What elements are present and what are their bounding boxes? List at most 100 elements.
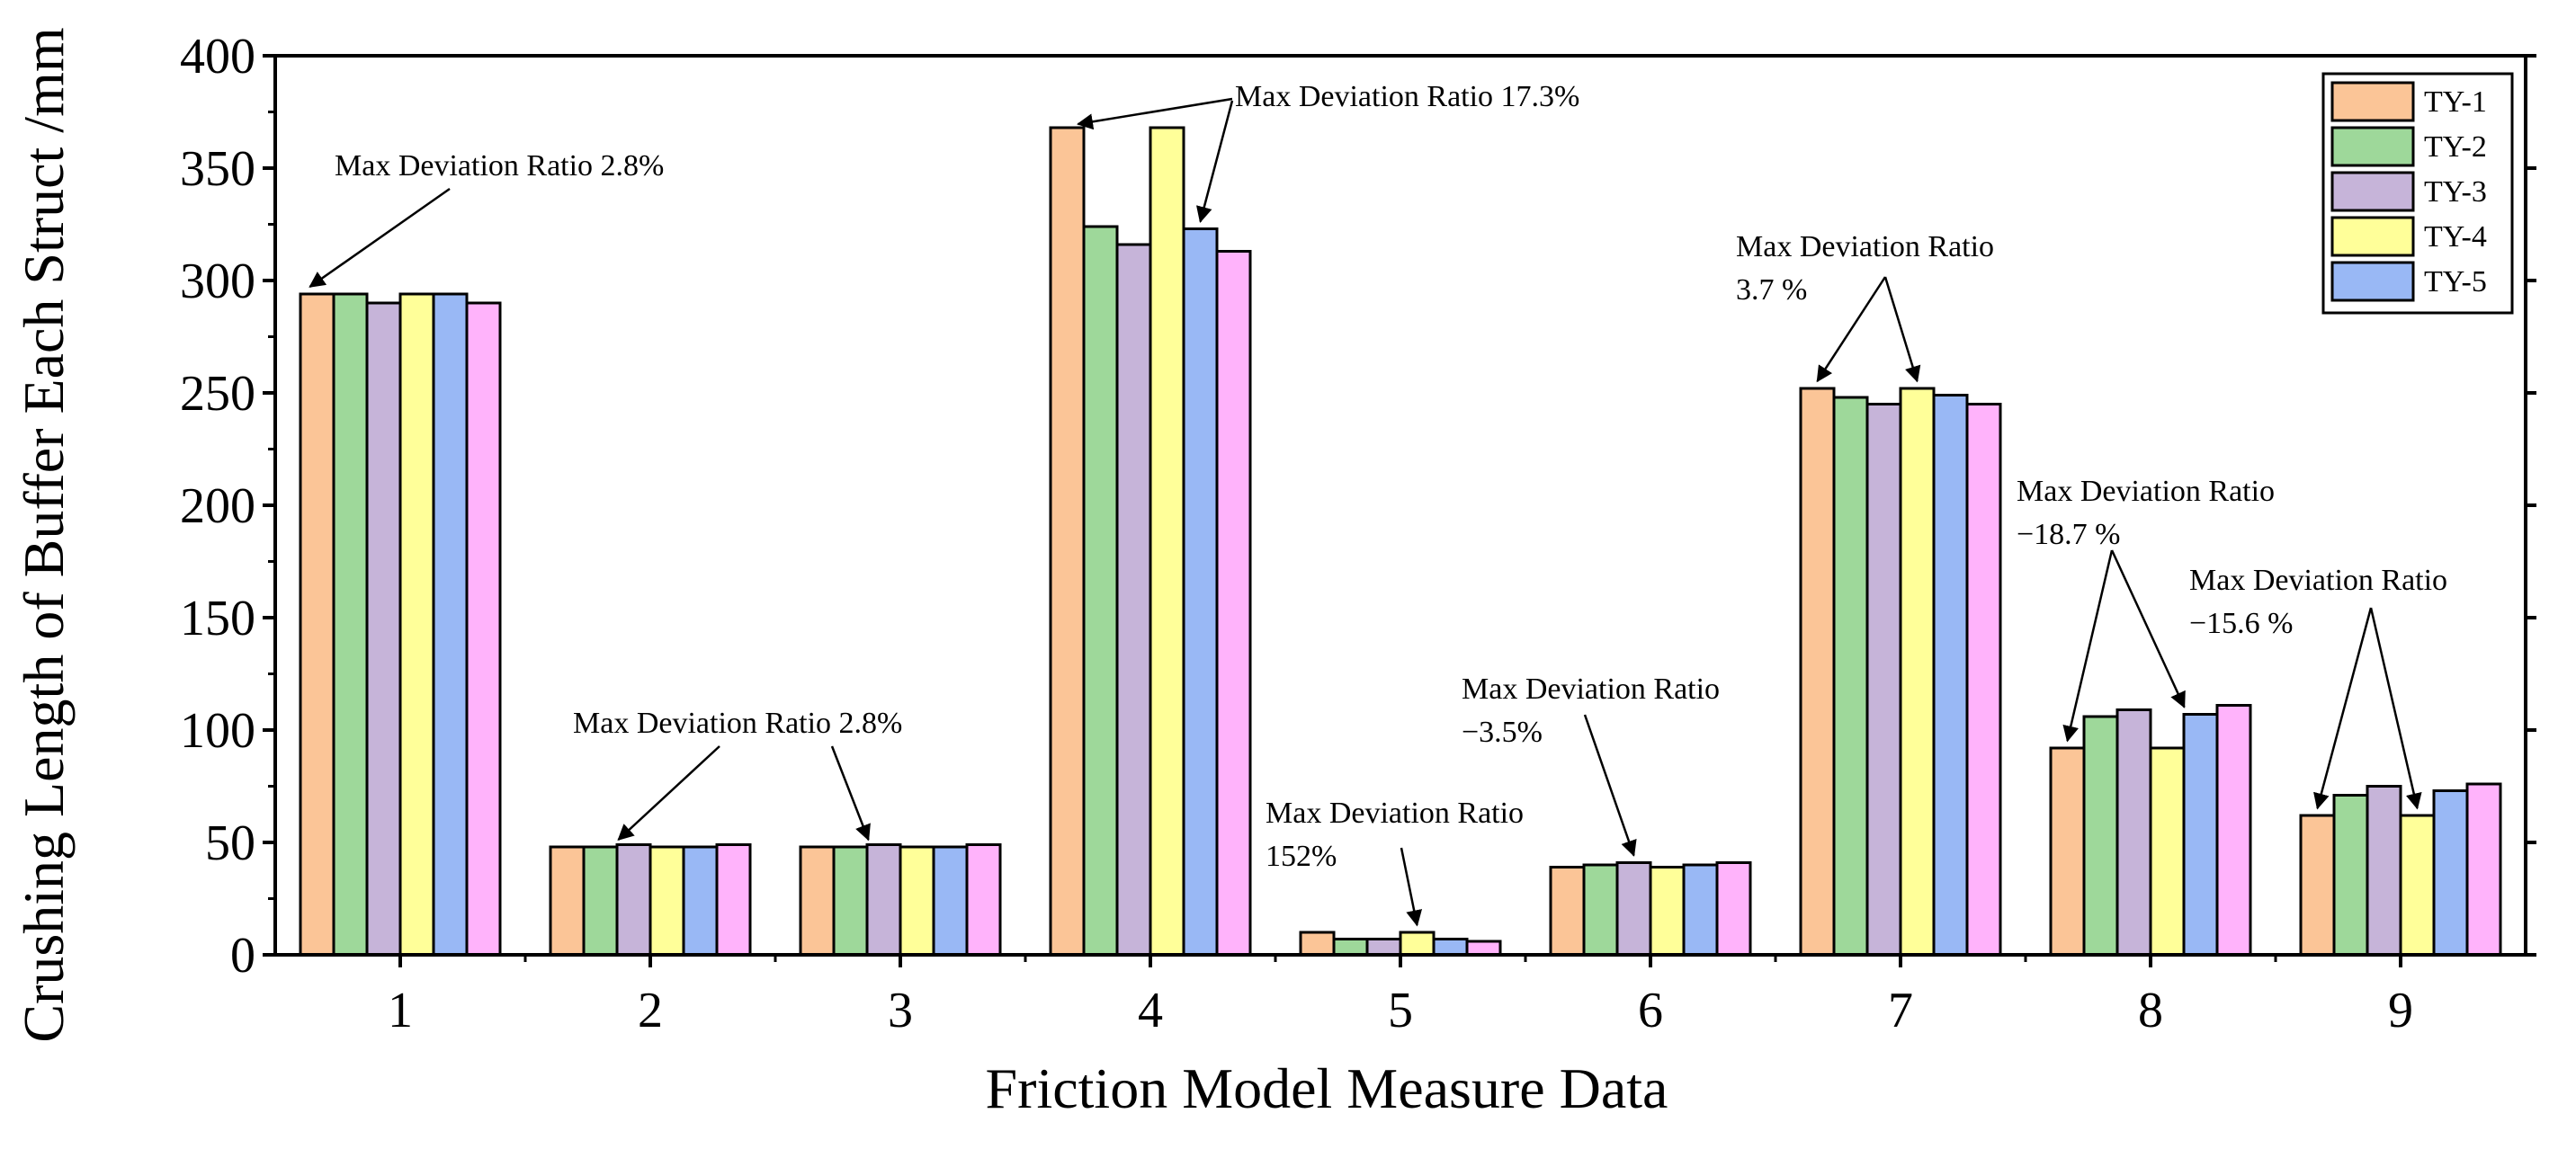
bar-series-5-cat-6 [1682, 863, 1719, 957]
annotation-text: Max Deviation Ratio [2189, 564, 2447, 597]
annotation-arrow [1196, 100, 1234, 223]
x-axis-title: Friction Model Measure Data [986, 1056, 1668, 1120]
y-tick-label: 300 [180, 254, 255, 309]
bar-series-6-cat-3 [965, 843, 1002, 957]
annotation-arrow [2369, 607, 2422, 810]
bar-series-4-cat-9 [2399, 814, 2436, 957]
bars [299, 126, 2502, 957]
bar-series-5-cat-4 [1182, 227, 1219, 957]
x-tick-label: 3 [888, 983, 913, 1038]
bar-series-4-cat-1 [398, 292, 435, 957]
annotation-arrow [1077, 97, 1233, 130]
bar-series-3-cat-7 [1865, 403, 1902, 957]
annotation-arrow [2110, 549, 2186, 708]
y-tick-label: 400 [180, 29, 255, 85]
bar-series-4-cat-8 [2149, 746, 2186, 957]
bar-series-2-cat-3 [832, 845, 869, 957]
bar-series-3-cat-2 [615, 843, 652, 957]
bar-series-6-cat-6 [1715, 861, 1752, 957]
bar-series-2-cat-1 [332, 292, 369, 957]
bar-series-4-cat-2 [648, 845, 685, 957]
bar-series-6-cat-9 [2465, 782, 2502, 957]
y-tick-label: 200 [180, 478, 255, 534]
annotation-text: Max Deviation Ratio [1736, 230, 1994, 263]
annotation-arrow [1816, 276, 1887, 383]
x-tick-label: 9 [2388, 983, 2413, 1038]
annotation-arrow [1400, 847, 1423, 927]
legend-swatch [2330, 81, 2415, 122]
bar-series-1-cat-5 [1299, 931, 1336, 957]
x-tick-label: 5 [1388, 983, 1413, 1038]
legend-swatch [2330, 261, 2415, 302]
bar-series-5-cat-3 [932, 845, 969, 957]
bar-series-3-cat-1 [365, 301, 402, 957]
bar-series-4-cat-6 [1649, 866, 1686, 957]
y-axis-title: Crushing Length of Buffer Each Struct /m… [12, 27, 76, 1042]
legend-swatch [2330, 171, 2415, 212]
bar-series-3-cat-5 [1365, 938, 1402, 957]
y-tick-label: 250 [180, 366, 255, 422]
bar-series-5-cat-9 [2432, 789, 2469, 957]
bar-series-5-cat-8 [2182, 713, 2219, 957]
bar-series-4-cat-3 [899, 845, 935, 957]
annotations: Max Deviation Ratio 2.8% Max Deviation Ra… [309, 80, 2447, 927]
y-tick-label: 350 [180, 141, 255, 197]
bar-series-1-cat-1 [299, 292, 335, 957]
y-tick-label: 50 [205, 815, 255, 871]
bar-series-2-cat-7 [1832, 396, 1869, 957]
bar-series-5-cat-5 [1432, 938, 1469, 957]
legend-label: TY-5 [2424, 265, 2487, 298]
annotation-text: 3.7 % [1736, 273, 1807, 307]
annotation-arrow [1583, 714, 1637, 857]
bar-series-3-cat-3 [865, 843, 902, 957]
annotation-arrow [617, 745, 720, 842]
legend: TY-1 TY-2 TY-3 TY-4 TY-5 [2321, 72, 2514, 315]
annotation-text: Max Deviation Ratio [2017, 475, 2275, 508]
annotation-text: Max Deviation Ratio 2.8% [573, 707, 902, 740]
bar-series-6-cat-2 [715, 843, 752, 957]
bar-series-2-cat-5 [1332, 938, 1369, 957]
bar-series-2-cat-9 [2332, 794, 2369, 957]
bar-series-5-cat-1 [432, 292, 469, 957]
legend-swatch [2330, 216, 2415, 257]
bar-series-5-cat-2 [682, 845, 719, 957]
bar-series-1-cat-3 [799, 845, 836, 957]
x-tick-label: 2 [638, 983, 663, 1038]
annotation-arrow [2062, 549, 2114, 743]
axes: 0 50 100 150 200 250 300 350 400 1 2 3 4 5 6 7 8 9 [180, 29, 2536, 1038]
y-tick-label: 150 [180, 591, 255, 646]
annotation-text: Max Deviation Ratio 17.3% [1235, 80, 1579, 113]
annotation-text: 152% [1266, 840, 1337, 873]
bar-series-6-cat-8 [2215, 704, 2252, 957]
bar-series-4-cat-5 [1399, 931, 1436, 957]
legend-label: TY-3 [2424, 175, 2487, 209]
bar-series-4-cat-4 [1149, 126, 1185, 957]
bar-series-6-cat-7 [1965, 403, 2002, 957]
annotation-text: −15.6 % [2189, 607, 2294, 640]
bar-series-1-cat-7 [1799, 387, 1836, 957]
bar-series-2-cat-6 [1582, 863, 1619, 957]
x-tick-label: 7 [1888, 983, 1913, 1038]
bar-series-2-cat-8 [2082, 715, 2119, 957]
annotation-text: Max Deviation Ratio 2.8% [335, 149, 664, 183]
bar-series-3-cat-8 [2115, 708, 2152, 957]
annotation-arrow [2313, 607, 2373, 810]
bar-series-1-cat-4 [1049, 126, 1086, 957]
bar-series-6-cat-4 [1215, 250, 1252, 957]
x-tick-label: 8 [2138, 983, 2163, 1038]
bar-series-1-cat-6 [1549, 866, 1586, 957]
legend-label: TY-4 [2424, 220, 2487, 254]
bar-series-1-cat-9 [2299, 814, 2336, 957]
legend-label: TY-1 [2424, 85, 2487, 119]
annotation-arrow [1883, 276, 1921, 383]
bar-series-1-cat-8 [2049, 746, 2086, 957]
x-tick-label: 1 [388, 983, 413, 1038]
bar-series-3-cat-9 [2366, 785, 2402, 957]
legend-swatch [2330, 126, 2415, 167]
bar-series-1-cat-2 [549, 845, 586, 957]
y-tick-label: 0 [230, 928, 255, 984]
bar-series-2-cat-4 [1082, 225, 1119, 957]
annotation-text: Max Deviation Ratio [1266, 797, 1524, 830]
annotation-text: −3.5% [1462, 716, 1543, 749]
